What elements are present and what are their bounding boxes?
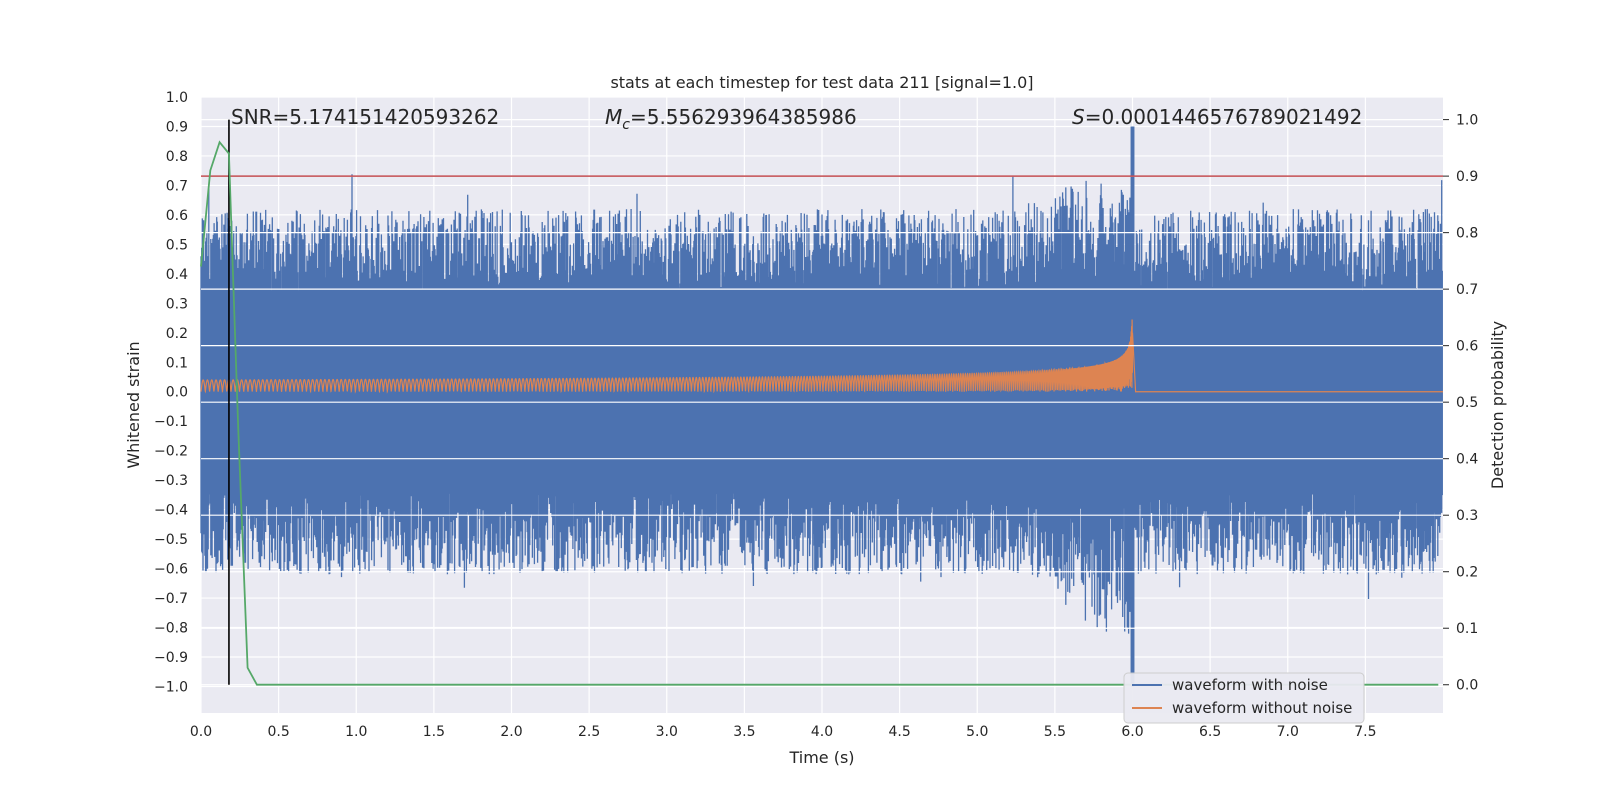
x-axis-label: Time (s) xyxy=(788,748,854,767)
y2-tick-label-6: 0.4 xyxy=(1456,452,1478,468)
s-symbol: S xyxy=(1072,105,1085,129)
noisy-waveform-trace xyxy=(200,126,1443,687)
y2-tick-label-3: 0.7 xyxy=(1456,282,1478,298)
y-tick-label-13: −0.3 xyxy=(154,473,188,489)
detection-probability-line xyxy=(200,140,1439,686)
y-tick-label-3: 0.7 xyxy=(166,178,188,194)
x-tick-label-2: 1.0 xyxy=(345,724,367,740)
s-annotation: S=0.0001446576789021492 xyxy=(1072,105,1362,129)
y-tick-label-8: 0.2 xyxy=(166,326,188,342)
x-tick-label-8: 4.0 xyxy=(811,724,833,740)
y-tick-label-9: 0.1 xyxy=(166,355,188,371)
x-tick-label-1: 0.5 xyxy=(267,724,289,740)
y2-tick-label-4: 0.6 xyxy=(1456,339,1478,355)
chirp-mass-symbol: M xyxy=(605,105,622,129)
chart-title: stats at each timestep for test data 211… xyxy=(610,73,1033,92)
y-tick-label-12: −0.2 xyxy=(154,444,188,460)
y2-tick-label-1: 0.9 xyxy=(1456,169,1478,185)
x-tick-label-4: 2.0 xyxy=(500,724,522,740)
y-tick-label-16: −0.6 xyxy=(154,562,188,578)
x-tick-label-14: 7.0 xyxy=(1277,724,1299,740)
y2-tick-label-9: 0.1 xyxy=(1456,621,1478,637)
y-tick-label-2: 0.8 xyxy=(166,149,188,165)
noisy-waveform xyxy=(200,126,1443,687)
x-tick-label-6: 3.0 xyxy=(656,724,678,740)
y-tick-label-17: −0.7 xyxy=(154,591,188,607)
x-tick-label-12: 6.0 xyxy=(1121,724,1143,740)
y2-tick-label-7: 0.3 xyxy=(1456,508,1478,524)
y2-tick-label-8: 0.2 xyxy=(1456,565,1478,581)
y2-tick-label-10: 0.0 xyxy=(1456,678,1478,694)
chirp-mass-annotation: Mc=5.556293964385986 xyxy=(605,105,857,133)
s-value: =0.0001446576789021492 xyxy=(1085,105,1363,129)
x-tick-label-15: 7.5 xyxy=(1354,724,1376,740)
y-tick-label-18: −0.8 xyxy=(154,621,188,637)
x-tick-label-13: 6.5 xyxy=(1199,724,1221,740)
clean-waveform-trace xyxy=(200,319,1443,394)
y-tick-label-14: −0.4 xyxy=(154,503,188,519)
x-tick-label-11: 5.5 xyxy=(1044,724,1066,740)
y-axis-label: Whitened strain xyxy=(124,341,143,468)
y2-tick-label-5: 0.5 xyxy=(1456,395,1478,411)
y-tick-label-20: −1.0 xyxy=(154,679,188,695)
y-tick-label-11: −0.1 xyxy=(154,414,188,430)
y2-axis-label: Detection probability xyxy=(1488,321,1507,489)
overlay-lines xyxy=(200,119,1443,686)
x-tick-label-10: 5.0 xyxy=(966,724,988,740)
y-tick-label-6: 0.4 xyxy=(166,267,188,283)
legend-box xyxy=(1123,672,1365,724)
y-tick-label-4: 0.6 xyxy=(166,208,188,224)
x-tick-label-0: 0.0 xyxy=(190,724,212,740)
x-tick-label-3: 1.5 xyxy=(423,724,445,740)
legend: waveform with noise waveform without noi… xyxy=(1123,672,1365,724)
clean-waveform xyxy=(200,319,1443,394)
x-tick-label-5: 2.5 xyxy=(578,724,600,740)
y2-tick-label-2: 0.8 xyxy=(1456,226,1478,242)
tick-labels: 0.0 0.5 1.0 1.5 2.0 2.5 3.0 3.5 4.0 4.5 5.0 5.5 6.0 6… xyxy=(154,90,1478,740)
x-tick-label-7: 3.5 xyxy=(733,724,755,740)
y-tick-label-19: −0.9 xyxy=(154,650,188,666)
y2-tick-label-0: 1.0 xyxy=(1456,113,1478,129)
y-tick-label-1: 0.9 xyxy=(166,119,188,135)
y-tick-label-10: 0.0 xyxy=(166,385,188,401)
chirp-mass-subscript: c xyxy=(622,117,630,133)
legend-label-noise: waveform with noise xyxy=(1172,676,1328,694)
legend-label-clean: waveform without noise xyxy=(1172,699,1352,717)
x-tick-label-9: 4.5 xyxy=(888,724,910,740)
y-tick-label-15: −0.5 xyxy=(154,532,188,548)
snr-annotation: SNR=5.174151420593262 xyxy=(231,105,499,129)
chirp-mass-value: =5.556293964385986 xyxy=(630,105,857,129)
y-tick-label-5: 0.5 xyxy=(166,237,188,253)
y-tick-label-0: 1.0 xyxy=(166,90,188,106)
y-tick-label-7: 0.3 xyxy=(166,296,188,312)
